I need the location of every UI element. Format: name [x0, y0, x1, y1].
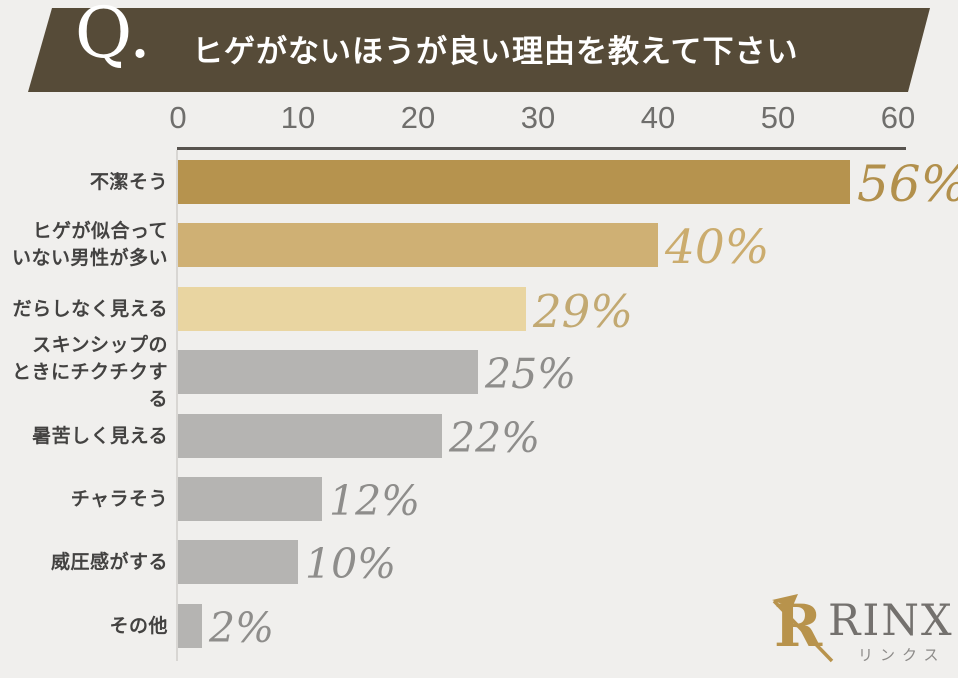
x-tick-30: 30 — [520, 100, 556, 135]
value-label: 40% — [665, 219, 770, 275]
value-label: 10% — [305, 540, 397, 588]
category-label: ヒゲが似合って いない男性が多い — [11, 221, 168, 269]
category-label: チャラそう — [70, 488, 168, 510]
q-mark: Q. — [74, 0, 152, 74]
bar — [178, 160, 850, 204]
brand-logo: R RINX リンクス — [768, 588, 952, 666]
x-tick-50: 50 — [760, 100, 796, 135]
y-axis-baseline — [176, 150, 178, 661]
bar — [178, 350, 478, 394]
page-title: ヒゲがないほうが良い理由を教えて下さい — [192, 34, 799, 69]
x-tick-20: 20 — [400, 100, 436, 135]
value-label: 29% — [533, 284, 634, 338]
bar — [178, 477, 322, 521]
x-axis-line — [177, 147, 906, 150]
bar — [178, 223, 658, 267]
value-label: 22% — [449, 414, 541, 462]
x-tick-0: 0 — [169, 100, 187, 135]
bar — [178, 287, 526, 331]
category-label: スキンシップの ときにチクチクする — [11, 334, 168, 410]
x-tick-10: 10 — [280, 100, 316, 135]
value-label: 56% — [857, 155, 958, 213]
value-label: 2% — [209, 604, 275, 652]
category-label: だらしなく見える — [12, 298, 168, 320]
category-label: 暑苦しく見える — [32, 425, 168, 447]
category-label: その他 — [109, 615, 168, 637]
value-label: 12% — [329, 477, 421, 525]
category-label: 威圧感がする — [50, 551, 168, 573]
bar — [178, 540, 298, 584]
bar — [178, 414, 442, 458]
brand-name: RINX — [828, 596, 954, 646]
value-label: 25% — [485, 350, 577, 398]
bar — [178, 604, 202, 648]
x-tick-60: 60 — [880, 100, 916, 135]
x-tick-40: 40 — [640, 100, 676, 135]
question-banner — [28, 8, 930, 92]
rinx-r-icon: R — [772, 592, 834, 663]
category-label: 不潔そう — [89, 171, 168, 193]
brand-subtitle: リンクス — [858, 647, 946, 664]
